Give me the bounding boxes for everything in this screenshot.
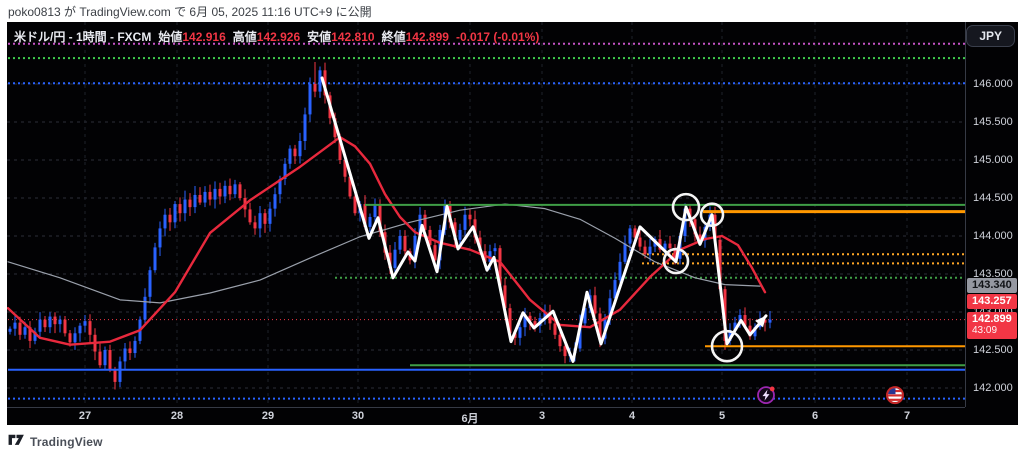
symbol-title: 米ドル/円 - 1時間 - FXCM	[14, 30, 152, 44]
ma-slow-line	[7, 203, 761, 304]
change-value: -0.017 (-0.01%)	[455, 30, 540, 44]
chart-canvas[interactable]	[7, 22, 965, 425]
price-tick-label: 146.000	[973, 78, 1013, 90]
price-tick-label: 145.000	[973, 154, 1013, 166]
tradingview-logo-icon[interactable]	[8, 434, 25, 449]
price-tick-label: 144.500	[973, 192, 1013, 204]
ohlc-label: 高値	[232, 30, 257, 44]
ohlc-value: 142.899	[405, 30, 449, 44]
time-tick-label: 30	[351, 410, 365, 422]
time-tick-label: 28	[170, 410, 184, 422]
price-tick-label: 144.000	[973, 230, 1013, 242]
idea-lightning-icon[interactable]	[757, 386, 775, 405]
line-price-badge: 143.257	[967, 294, 1017, 310]
line-price-badge: 143.340	[967, 278, 1017, 294]
ohlc-label: 安値	[307, 30, 332, 44]
highlight-circle-drawing[interactable]	[710, 329, 744, 363]
ohlc-label: 始値	[158, 30, 183, 44]
price-tick-label: 142.500	[973, 344, 1013, 356]
time-tick-label: 3	[538, 410, 546, 422]
time-tick-label: 6	[811, 410, 819, 422]
time-tick-label: 5	[718, 410, 726, 422]
price-tick-label: 143.500	[973, 268, 1013, 280]
currency-button[interactable]: JPY	[966, 25, 1015, 47]
highlight-circle-drawing[interactable]	[699, 202, 725, 228]
footer: TradingView	[8, 434, 103, 449]
time-tick-label: 29	[261, 410, 275, 422]
zigzag-drawing	[320, 76, 768, 363]
highlight-circle-drawing[interactable]	[671, 192, 701, 222]
chart-panel: 米ドル/円 - 1時間 - FXCM 始値142.916 高値142.926 安値14…	[7, 22, 1018, 425]
ohlc-values: 始値142.916 高値142.926 安値142.810 終値142.899	[151, 30, 449, 44]
tradingview-logo-text[interactable]: TradingView	[30, 434, 103, 449]
ohlc-label: 終値	[381, 30, 406, 44]
us-economic-event-icon[interactable]	[886, 386, 904, 405]
highlight-circle-drawing[interactable]	[662, 247, 690, 275]
time-tick-label: 4	[628, 410, 636, 422]
time-tick-label: 27	[78, 410, 92, 422]
price-axis[interactable]: 146.000 145.500 145.000 144.500 144.000 143.5…	[965, 22, 1019, 407]
time-tick-label: 7	[903, 410, 911, 422]
ohlc-value: 142.916	[182, 30, 226, 44]
price-tick-label: 142.000	[973, 382, 1013, 394]
chart-legend[interactable]: 米ドル/円 - 1時間 - FXCM 始値142.916 高値142.926 安値14…	[14, 28, 539, 45]
ohlc-value: 142.810	[331, 30, 375, 44]
time-tick-label: 6月	[461, 413, 479, 425]
time-axis[interactable]: 27 28 29 30 6月 3 4 5 6 7	[7, 407, 965, 426]
last-price-badge: 142.899 43:09	[967, 311, 1017, 339]
ohlc-value: 142.926	[256, 30, 301, 44]
zigzag-arrowhead	[755, 315, 766, 328]
bar-countdown: 43:09	[972, 324, 998, 336]
attribution-text: poko0813 が TradingView.com で 6月 05, 2025…	[8, 5, 372, 19]
ma-fast-line	[7, 135, 767, 346]
price-tick-label: 145.500	[973, 116, 1013, 128]
